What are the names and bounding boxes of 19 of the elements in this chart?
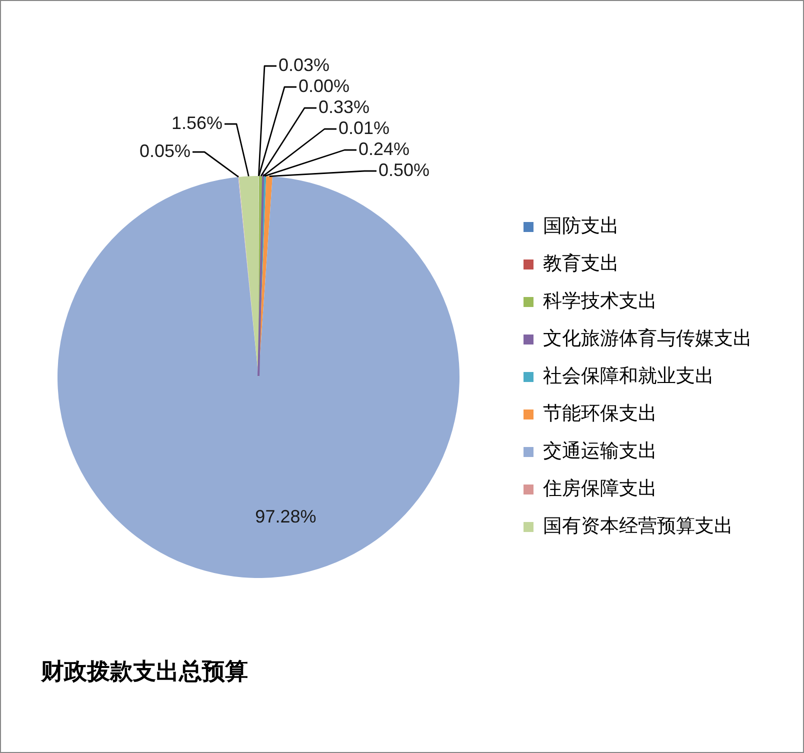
legend-label: 住房保障支出	[542, 477, 657, 500]
legend-label: 社会保障和就业支出	[543, 364, 714, 387]
data-label: 0.05%	[139, 140, 190, 161]
legend-label: 文化旅游体育与传媒支出	[543, 327, 752, 350]
data-label: 1.56%	[171, 112, 222, 133]
legend-label: 教育支出	[543, 252, 619, 274]
legend-label: 科学技术支出	[543, 290, 657, 312]
text: 0.00%	[298, 76, 350, 96]
data-label: 0.03%	[278, 54, 330, 75]
data-label: 0.01%	[338, 118, 390, 138]
data-label: 0.33%	[318, 96, 370, 117]
legend-label: 交通运输支出	[543, 440, 657, 462]
legend-label: 节能环保支出	[543, 402, 657, 424]
data-label: 97.28%	[255, 506, 316, 527]
data-label: 0.24%	[358, 138, 410, 159]
legend-label: 国防支出	[543, 214, 619, 237]
text: 财政拨款支出总预算	[41, 657, 248, 687]
legend-label: 国有资本经营预算支出	[543, 514, 733, 537]
data-label: 0.50%	[378, 160, 430, 180]
